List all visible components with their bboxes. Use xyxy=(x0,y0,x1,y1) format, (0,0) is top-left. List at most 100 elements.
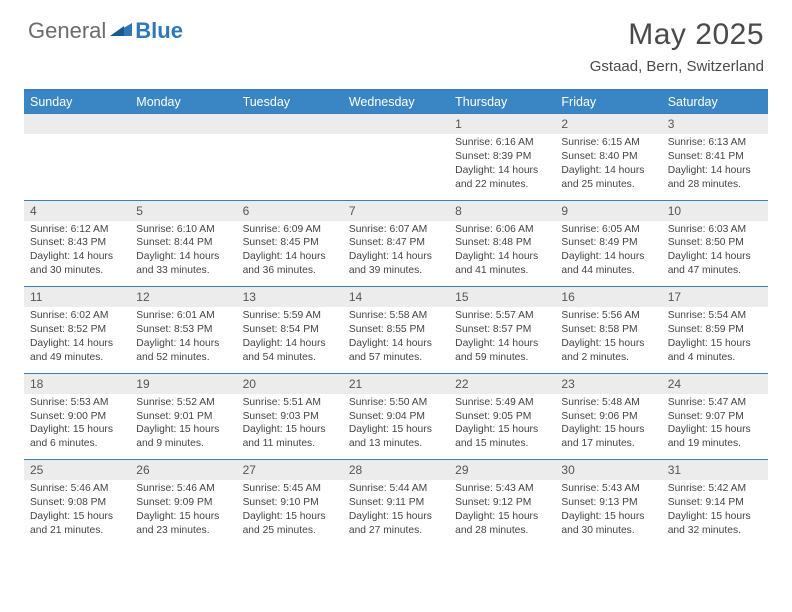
title-block: May 2025 Gstaad, Bern, Switzerland xyxy=(590,18,764,75)
day-detail-3: Sunrise: 6:13 AMSunset: 8:41 PMDaylight:… xyxy=(662,134,768,200)
day-detail-14: Sunrise: 5:58 AMSunset: 8:55 PMDaylight:… xyxy=(343,307,449,373)
day-1-d1: Daylight: 14 hours xyxy=(455,164,549,178)
day-17-d1: Daylight: 15 hours xyxy=(668,337,762,351)
day-12-d2: and 52 minutes. xyxy=(136,351,230,365)
logo-triangle-icon xyxy=(110,20,132,36)
day-number-14: 14 xyxy=(343,287,449,307)
day-21-d2: and 13 minutes. xyxy=(349,437,443,451)
day-number-23: 23 xyxy=(555,374,661,394)
day-number-19: 19 xyxy=(130,374,236,394)
day-16-ss: Sunset: 8:58 PM xyxy=(561,323,655,337)
day-26-sr: Sunrise: 5:46 AM xyxy=(136,482,230,496)
day-17-sr: Sunrise: 5:54 AM xyxy=(668,309,762,323)
day-31-ss: Sunset: 9:14 PM xyxy=(668,496,762,510)
day-5-d2: and 33 minutes. xyxy=(136,264,230,278)
day-header-saturday: Saturday xyxy=(662,91,768,113)
day-detail-31: Sunrise: 5:42 AMSunset: 9:14 PMDaylight:… xyxy=(662,480,768,546)
day-number-26: 26 xyxy=(130,460,236,480)
day-detail-17: Sunrise: 5:54 AMSunset: 8:59 PMDaylight:… xyxy=(662,307,768,373)
day-detail-6: Sunrise: 6:09 AMSunset: 8:45 PMDaylight:… xyxy=(237,221,343,287)
day-29-d1: Daylight: 15 hours xyxy=(455,510,549,524)
day-12-sr: Sunrise: 6:01 AM xyxy=(136,309,230,323)
day-27-d1: Daylight: 15 hours xyxy=(243,510,337,524)
day-25-sr: Sunrise: 5:46 AM xyxy=(30,482,124,496)
day-20-d2: and 11 minutes. xyxy=(243,437,337,451)
day-7-d1: Daylight: 14 hours xyxy=(349,250,443,264)
day-19-d2: and 9 minutes. xyxy=(136,437,230,451)
day-header-monday: Monday xyxy=(130,91,236,113)
day-26-ss: Sunset: 9:09 PM xyxy=(136,496,230,510)
day-number-24: 24 xyxy=(662,374,768,394)
day-4-sr: Sunrise: 6:12 AM xyxy=(30,223,124,237)
day-17-d2: and 4 minutes. xyxy=(668,351,762,365)
day-26-d2: and 23 minutes. xyxy=(136,524,230,538)
day-18-ss: Sunset: 9:00 PM xyxy=(30,410,124,424)
day-24-sr: Sunrise: 5:47 AM xyxy=(668,396,762,410)
day-1-sr: Sunrise: 6:16 AM xyxy=(455,136,549,150)
day-21-ss: Sunset: 9:04 PM xyxy=(349,410,443,424)
day-30-d2: and 30 minutes. xyxy=(561,524,655,538)
day-11-d1: Daylight: 14 hours xyxy=(30,337,124,351)
day-25-d2: and 21 minutes. xyxy=(30,524,124,538)
day-11-sr: Sunrise: 6:02 AM xyxy=(30,309,124,323)
day-12-d1: Daylight: 14 hours xyxy=(136,337,230,351)
day-22-ss: Sunset: 9:05 PM xyxy=(455,410,549,424)
day-number-12: 12 xyxy=(130,287,236,307)
day-number-16: 16 xyxy=(555,287,661,307)
day-22-d2: and 15 minutes. xyxy=(455,437,549,451)
day-10-sr: Sunrise: 6:03 AM xyxy=(668,223,762,237)
day-number-18: 18 xyxy=(24,374,130,394)
day-22-sr: Sunrise: 5:49 AM xyxy=(455,396,549,410)
day-1-d2: and 22 minutes. xyxy=(455,178,549,192)
day-number-31: 31 xyxy=(662,460,768,480)
day-number-8: 8 xyxy=(449,201,555,221)
day-number-21: 21 xyxy=(343,374,449,394)
empty-cell xyxy=(343,114,449,134)
day-detail-11: Sunrise: 6:02 AMSunset: 8:52 PMDaylight:… xyxy=(24,307,130,373)
day-number-3: 3 xyxy=(662,114,768,134)
day-4-d1: Daylight: 14 hours xyxy=(30,250,124,264)
day-19-ss: Sunset: 9:01 PM xyxy=(136,410,230,424)
day-14-d2: and 57 minutes. xyxy=(349,351,443,365)
day-number-9: 9 xyxy=(555,201,661,221)
day-7-ss: Sunset: 8:47 PM xyxy=(349,236,443,250)
day-7-sr: Sunrise: 6:07 AM xyxy=(349,223,443,237)
day-16-d1: Daylight: 15 hours xyxy=(561,337,655,351)
day-detail-18: Sunrise: 5:53 AMSunset: 9:00 PMDaylight:… xyxy=(24,394,130,460)
day-9-sr: Sunrise: 6:05 AM xyxy=(561,223,655,237)
day-detail-5: Sunrise: 6:10 AMSunset: 8:44 PMDaylight:… xyxy=(130,221,236,287)
day-14-sr: Sunrise: 5:58 AM xyxy=(349,309,443,323)
day-25-d1: Daylight: 15 hours xyxy=(30,510,124,524)
day-10-d1: Daylight: 14 hours xyxy=(668,250,762,264)
day-28-sr: Sunrise: 5:44 AM xyxy=(349,482,443,496)
empty-cell xyxy=(343,134,449,200)
day-detail-30: Sunrise: 5:43 AMSunset: 9:13 PMDaylight:… xyxy=(555,480,661,546)
day-2-ss: Sunset: 8:40 PM xyxy=(561,150,655,164)
day-28-ss: Sunset: 9:11 PM xyxy=(349,496,443,510)
week-4-daynum-row: 25262728293031 xyxy=(24,459,768,480)
day-detail-16: Sunrise: 5:56 AMSunset: 8:58 PMDaylight:… xyxy=(555,307,661,373)
day-detail-13: Sunrise: 5:59 AMSunset: 8:54 PMDaylight:… xyxy=(237,307,343,373)
day-number-13: 13 xyxy=(237,287,343,307)
day-25-ss: Sunset: 9:08 PM xyxy=(30,496,124,510)
day-28-d1: Daylight: 15 hours xyxy=(349,510,443,524)
day-23-sr: Sunrise: 5:48 AM xyxy=(561,396,655,410)
empty-cell xyxy=(24,114,130,134)
day-number-30: 30 xyxy=(555,460,661,480)
day-9-d2: and 44 minutes. xyxy=(561,264,655,278)
day-detail-12: Sunrise: 6:01 AMSunset: 8:53 PMDaylight:… xyxy=(130,307,236,373)
day-2-sr: Sunrise: 6:15 AM xyxy=(561,136,655,150)
day-17-ss: Sunset: 8:59 PM xyxy=(668,323,762,337)
logo-text-general: General xyxy=(28,18,106,44)
day-18-d2: and 6 minutes. xyxy=(30,437,124,451)
day-detail-1: Sunrise: 6:16 AMSunset: 8:39 PMDaylight:… xyxy=(449,134,555,200)
day-11-d2: and 49 minutes. xyxy=(30,351,124,365)
day-1-ss: Sunset: 8:39 PM xyxy=(455,150,549,164)
empty-cell xyxy=(237,114,343,134)
week-0-daynum-row: 123 xyxy=(24,113,768,134)
day-29-d2: and 28 minutes. xyxy=(455,524,549,538)
day-29-ss: Sunset: 9:12 PM xyxy=(455,496,549,510)
day-detail-4: Sunrise: 6:12 AMSunset: 8:43 PMDaylight:… xyxy=(24,221,130,287)
day-6-d1: Daylight: 14 hours xyxy=(243,250,337,264)
day-number-7: 7 xyxy=(343,201,449,221)
